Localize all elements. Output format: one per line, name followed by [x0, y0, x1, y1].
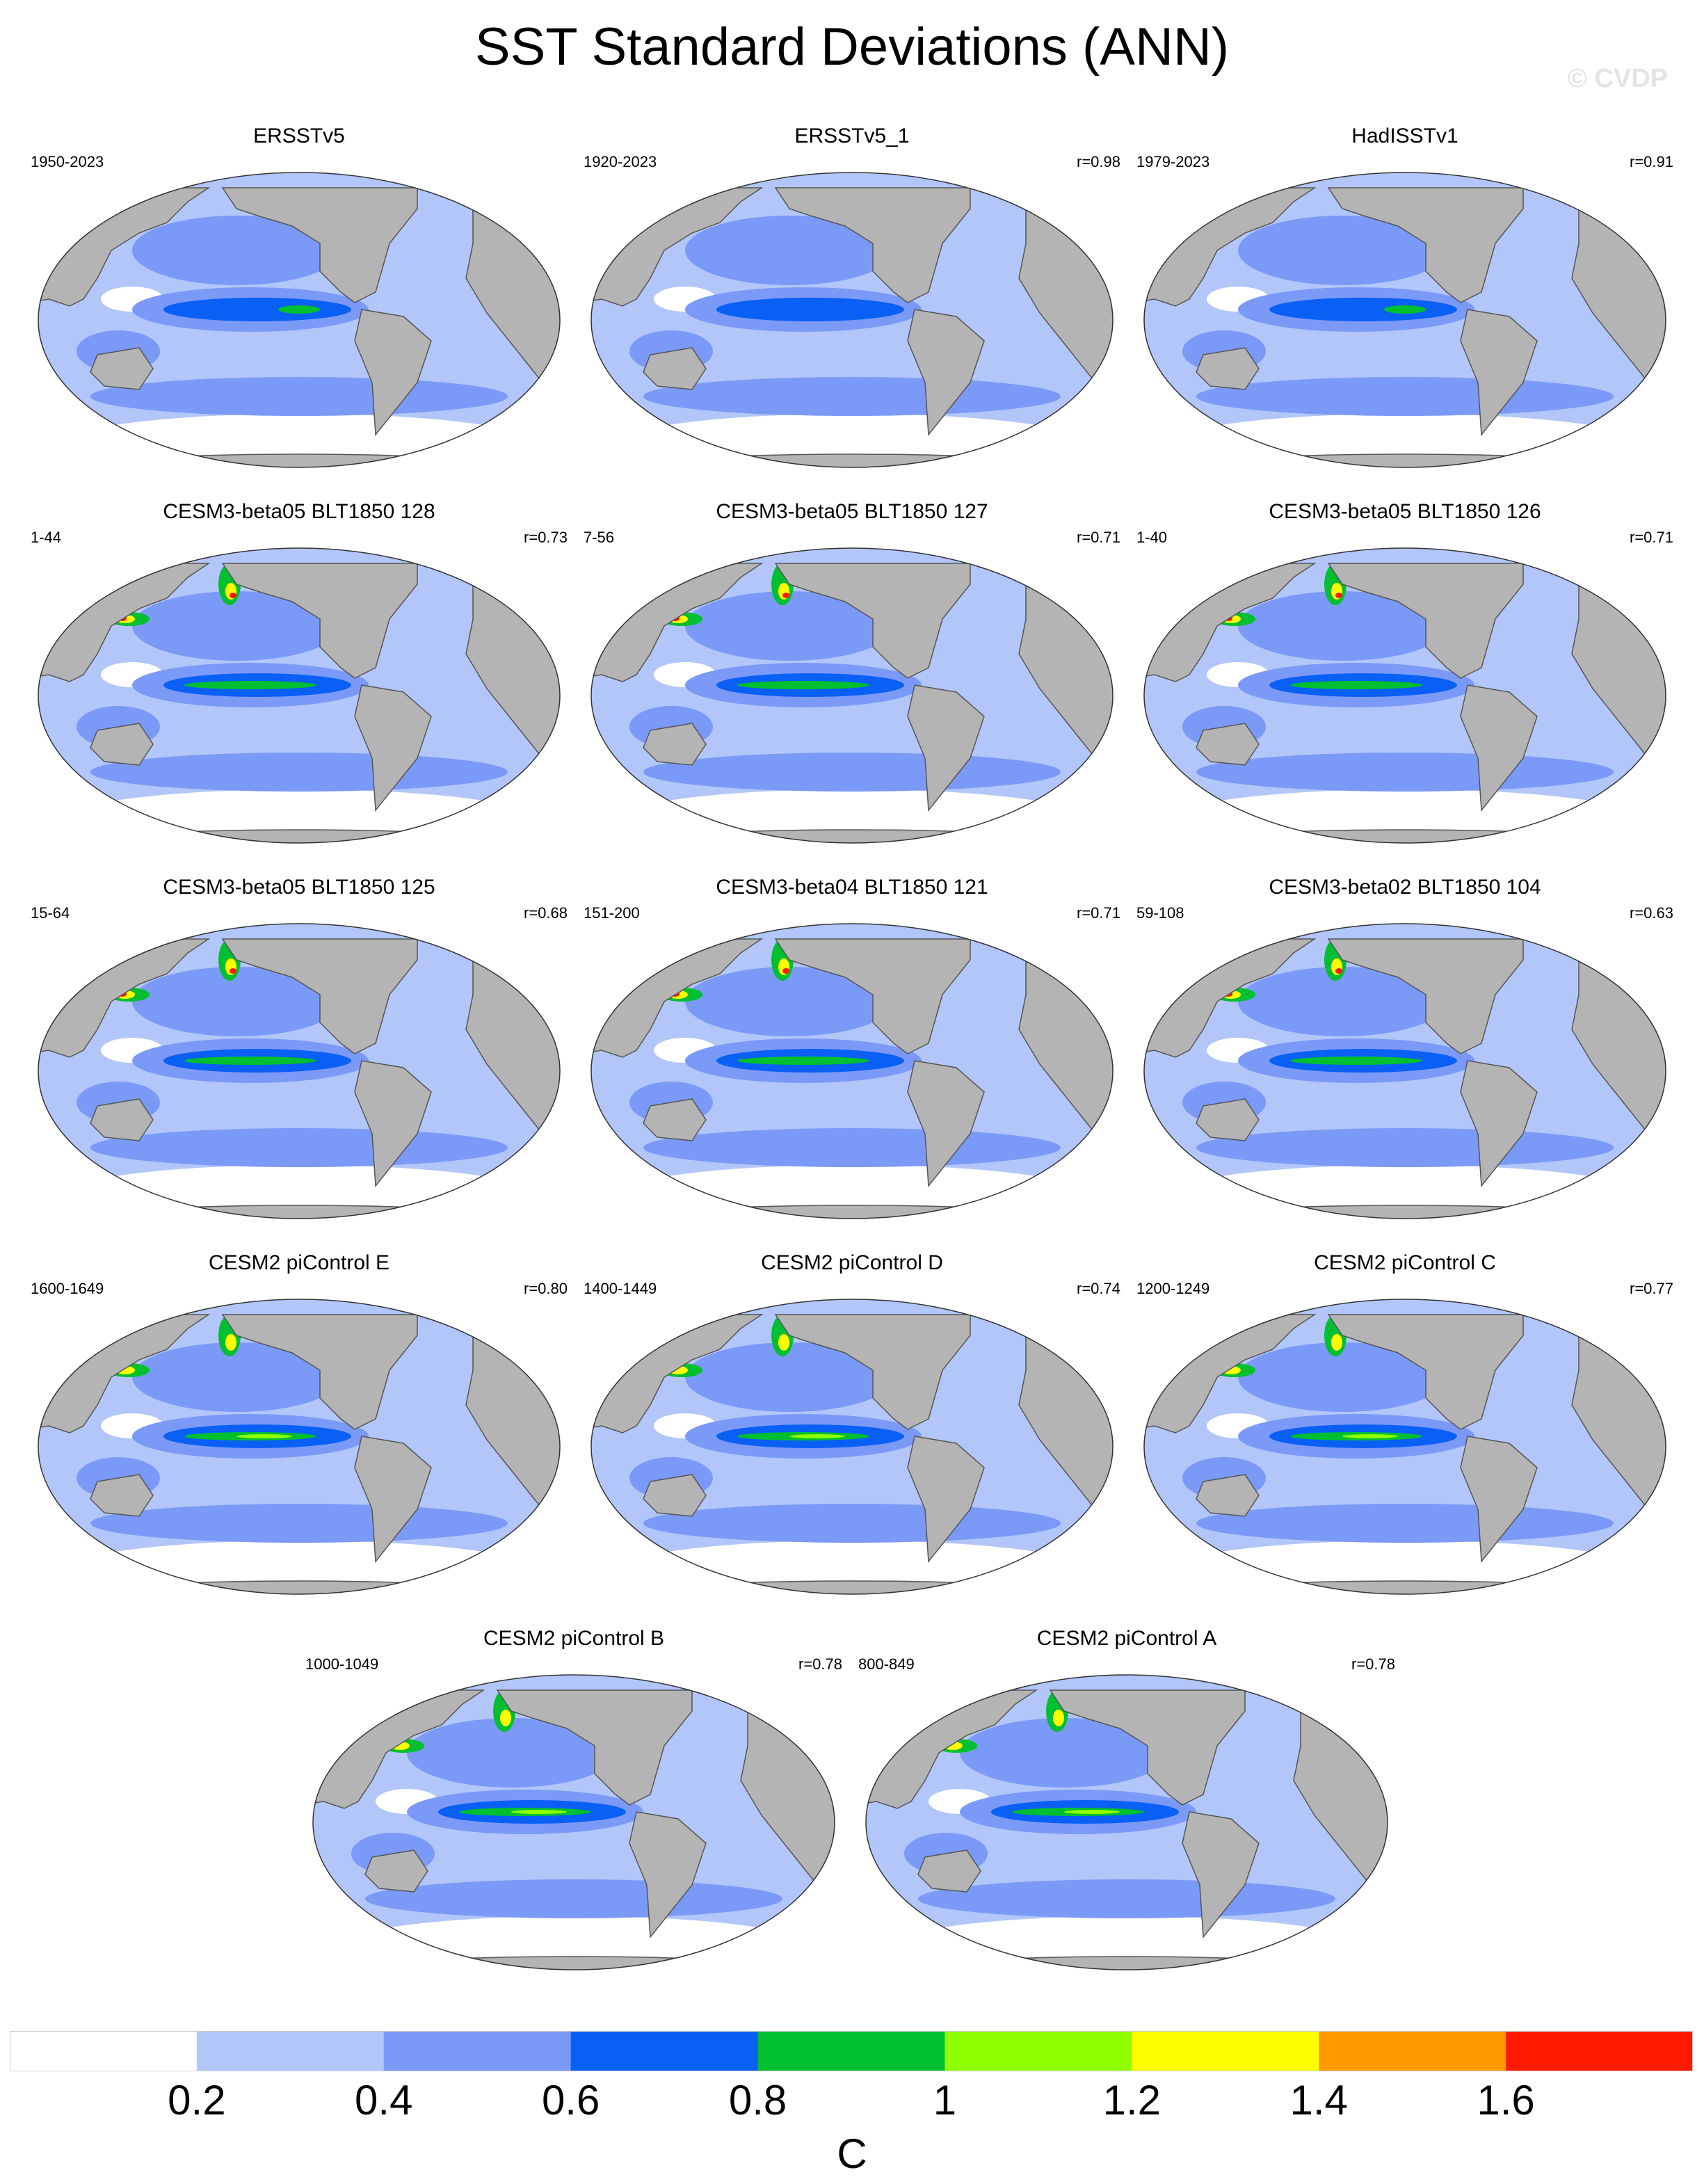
- colorbar-bin: [757, 2031, 945, 2071]
- panel-pattern-correlation: r=0.74: [1077, 1280, 1120, 1297]
- sst-stddev-map: [590, 172, 1114, 468]
- panel-years: 59-108: [1136, 904, 1184, 922]
- colorbar-bin: [10, 2031, 198, 2071]
- map-panel: CESM2 piControl D 1400-1449 r=0.74: [581, 1251, 1123, 1612]
- map-panel: CESM3-beta05 BLT1850 125 15-64 r=0.68: [28, 875, 570, 1237]
- sst-stddev-map: [38, 172, 561, 468]
- cvdp-watermark: © CVDP: [1567, 64, 1668, 93]
- sst-stddev-map: [1143, 1299, 1666, 1595]
- map-panel: CESM3-beta05 BLT1850 126 1-40 r=0.71: [1134, 499, 1676, 861]
- sst-stddev-map: [312, 1674, 835, 1970]
- map-panel: CESM3-beta05 BLT1850 127 7-56 r=0.71: [581, 499, 1123, 861]
- panel-title: CESM2 piControl C: [1314, 1251, 1496, 1274]
- sst-stddev-map: [590, 1299, 1114, 1595]
- colorbar-bin: [383, 2031, 572, 2071]
- panel-pattern-correlation: r=0.98: [1077, 153, 1120, 170]
- map-panel: CESM3-beta04 BLT1850 121 151-200 r=0.71: [581, 875, 1123, 1237]
- map-panel: CESM2 piControl C 1200-1249 r=0.77: [1134, 1251, 1676, 1612]
- colorbar-tick-label: 0.8: [728, 2077, 787, 2123]
- panel-years: 1950-2023: [31, 153, 104, 170]
- colorbar-bin: [570, 2031, 759, 2071]
- panel-title: CESM3-beta05 BLT1850 126: [1269, 500, 1541, 523]
- colorbar-tick-label: 1.2: [1102, 2077, 1162, 2123]
- panel-years: 1-44: [31, 529, 62, 546]
- sst-stddev-map: [38, 923, 561, 1219]
- panel-title: CESM3-beta04 BLT1850 121: [716, 876, 988, 899]
- panel-years: 1000-1049: [305, 1655, 379, 1673]
- panel-pattern-correlation: r=0.77: [1630, 1280, 1673, 1297]
- panel-years: 1920-2023: [584, 153, 657, 170]
- panel-pattern-correlation: r=0.78: [1351, 1655, 1395, 1673]
- panel-title: ERSSTv5: [253, 125, 345, 147]
- map-panel: CESM3-beta05 BLT1850 128 1-44 r=0.73: [28, 499, 570, 861]
- sst-stddev-map: [1143, 547, 1666, 844]
- sst-stddev-map: [38, 1299, 561, 1595]
- sst-stddev-map: [1143, 172, 1666, 468]
- panel-years: 800-849: [858, 1655, 915, 1673]
- colorbar-tick-label: 1: [933, 2077, 957, 2123]
- panel-years: 1400-1449: [584, 1280, 657, 1297]
- sst-stddev-map: [38, 547, 561, 844]
- panel-title: ERSSTv5_1: [794, 125, 910, 147]
- sst-stddev-map: [1143, 923, 1666, 1219]
- panel-years: 1979-2023: [1136, 153, 1210, 170]
- sst-stddev-map: [590, 547, 1114, 844]
- panel-pattern-correlation: r=0.80: [524, 1280, 568, 1297]
- panel-years: 1600-1649: [31, 1280, 104, 1297]
- panel-pattern-correlation: r=0.71: [1077, 529, 1120, 546]
- panel-years: 15-64: [31, 904, 70, 922]
- colorbar-bin: [1506, 2031, 1693, 2071]
- panel-title: CESM3-beta05 BLT1850 128: [163, 500, 435, 523]
- panel-pattern-correlation: r=0.91: [1630, 153, 1673, 170]
- panel-pattern-correlation: r=0.73: [524, 529, 568, 546]
- map-panel: ERSSTv5_1 1920-2023 r=0.98: [581, 124, 1123, 485]
- panel-pattern-correlation: r=0.63: [1630, 904, 1673, 922]
- panel-years: 151-200: [584, 904, 640, 922]
- colorbar-tick-label: 0.2: [168, 2077, 226, 2123]
- colorbar-bin: [1319, 2031, 1506, 2071]
- panel-pattern-correlation: r=0.71: [1630, 529, 1673, 546]
- map-panel: CESM2 piControl A 800-849 r=0.78: [855, 1626, 1398, 1988]
- panel-title: CESM2 piControl A: [1036, 1627, 1217, 1650]
- colorbar-bin: [1132, 2031, 1319, 2071]
- map-panel: CESM3-beta02 BLT1850 104 59-108 r=0.63: [1134, 875, 1676, 1237]
- sst-stddev-map: [590, 923, 1114, 1219]
- colorbar-bin: [196, 2031, 385, 2071]
- colorbar-units: C: [837, 2130, 867, 2177]
- panel-years: 7-56: [584, 529, 615, 546]
- panel-years: 1200-1249: [1136, 1280, 1210, 1297]
- figure-title: SST Standard Deviations (ANN): [474, 17, 1230, 77]
- panel-title: CESM3-beta05 BLT1850 127: [716, 500, 988, 523]
- colorbar-tick-label: 0.4: [355, 2077, 413, 2123]
- sst-stddev-map: [865, 1674, 1388, 1970]
- colorbar-bin: [945, 2031, 1132, 2071]
- colorbar-tick-label: 1.4: [1289, 2077, 1348, 2123]
- panel-title: CESM2 piControl B: [483, 1627, 665, 1650]
- map-panel: CESM2 piControl E 1600-1649 r=0.80: [28, 1251, 570, 1612]
- colorbar: [10, 2031, 1693, 2071]
- panel-pattern-correlation: r=0.78: [798, 1655, 842, 1673]
- map-panel: ERSSTv5 1950-2023: [28, 124, 570, 485]
- panel-title: CESM2 piControl E: [208, 1251, 390, 1274]
- map-panel: HadISSTv1 1979-2023 r=0.91: [1134, 124, 1676, 485]
- colorbar-tick-label: 0.6: [541, 2077, 600, 2123]
- panel-pattern-correlation: r=0.71: [1077, 904, 1120, 922]
- panel-pattern-correlation: r=0.68: [524, 904, 568, 922]
- panel-title: CESM3-beta05 BLT1850 125: [163, 876, 435, 899]
- panel-title: CESM2 piControl D: [761, 1251, 943, 1274]
- panel-title: CESM3-beta02 BLT1850 104: [1269, 876, 1541, 899]
- colorbar-tick-label: 1.6: [1477, 2077, 1535, 2123]
- map-panel: CESM2 piControl B 1000-1049 r=0.78: [303, 1626, 845, 1988]
- panel-years: 1-40: [1136, 529, 1168, 546]
- panel-title: HadISSTv1: [1351, 125, 1458, 147]
